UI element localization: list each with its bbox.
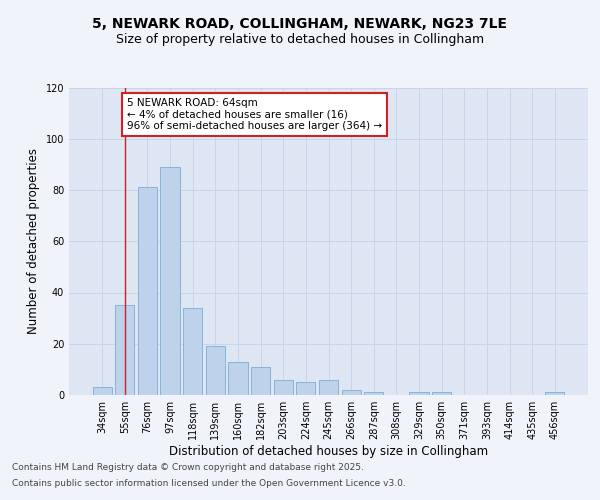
Text: Contains public sector information licensed under the Open Government Licence v3: Contains public sector information licen… bbox=[12, 478, 406, 488]
Y-axis label: Number of detached properties: Number of detached properties bbox=[27, 148, 40, 334]
Bar bbox=[138, 188, 157, 395]
Bar bbox=[92, 388, 112, 395]
Bar bbox=[409, 392, 428, 395]
Text: Size of property relative to detached houses in Collingham: Size of property relative to detached ho… bbox=[116, 32, 484, 46]
Text: Contains HM Land Registry data © Crown copyright and database right 2025.: Contains HM Land Registry data © Crown c… bbox=[12, 464, 364, 472]
Text: 5 NEWARK ROAD: 64sqm
← 4% of detached houses are smaller (16)
96% of semi-detach: 5 NEWARK ROAD: 64sqm ← 4% of detached ho… bbox=[127, 98, 382, 131]
Bar bbox=[183, 308, 202, 395]
X-axis label: Distribution of detached houses by size in Collingham: Distribution of detached houses by size … bbox=[169, 445, 488, 458]
Bar bbox=[160, 167, 180, 395]
Bar bbox=[115, 306, 134, 395]
Bar bbox=[341, 390, 361, 395]
Text: 5, NEWARK ROAD, COLLINGHAM, NEWARK, NG23 7LE: 5, NEWARK ROAD, COLLINGHAM, NEWARK, NG23… bbox=[92, 18, 508, 32]
Bar bbox=[274, 380, 293, 395]
Bar bbox=[545, 392, 565, 395]
Bar bbox=[432, 392, 451, 395]
Bar bbox=[251, 367, 270, 395]
Bar bbox=[229, 362, 248, 395]
Bar bbox=[296, 382, 316, 395]
Bar bbox=[319, 380, 338, 395]
Bar bbox=[206, 346, 225, 395]
Bar bbox=[364, 392, 383, 395]
